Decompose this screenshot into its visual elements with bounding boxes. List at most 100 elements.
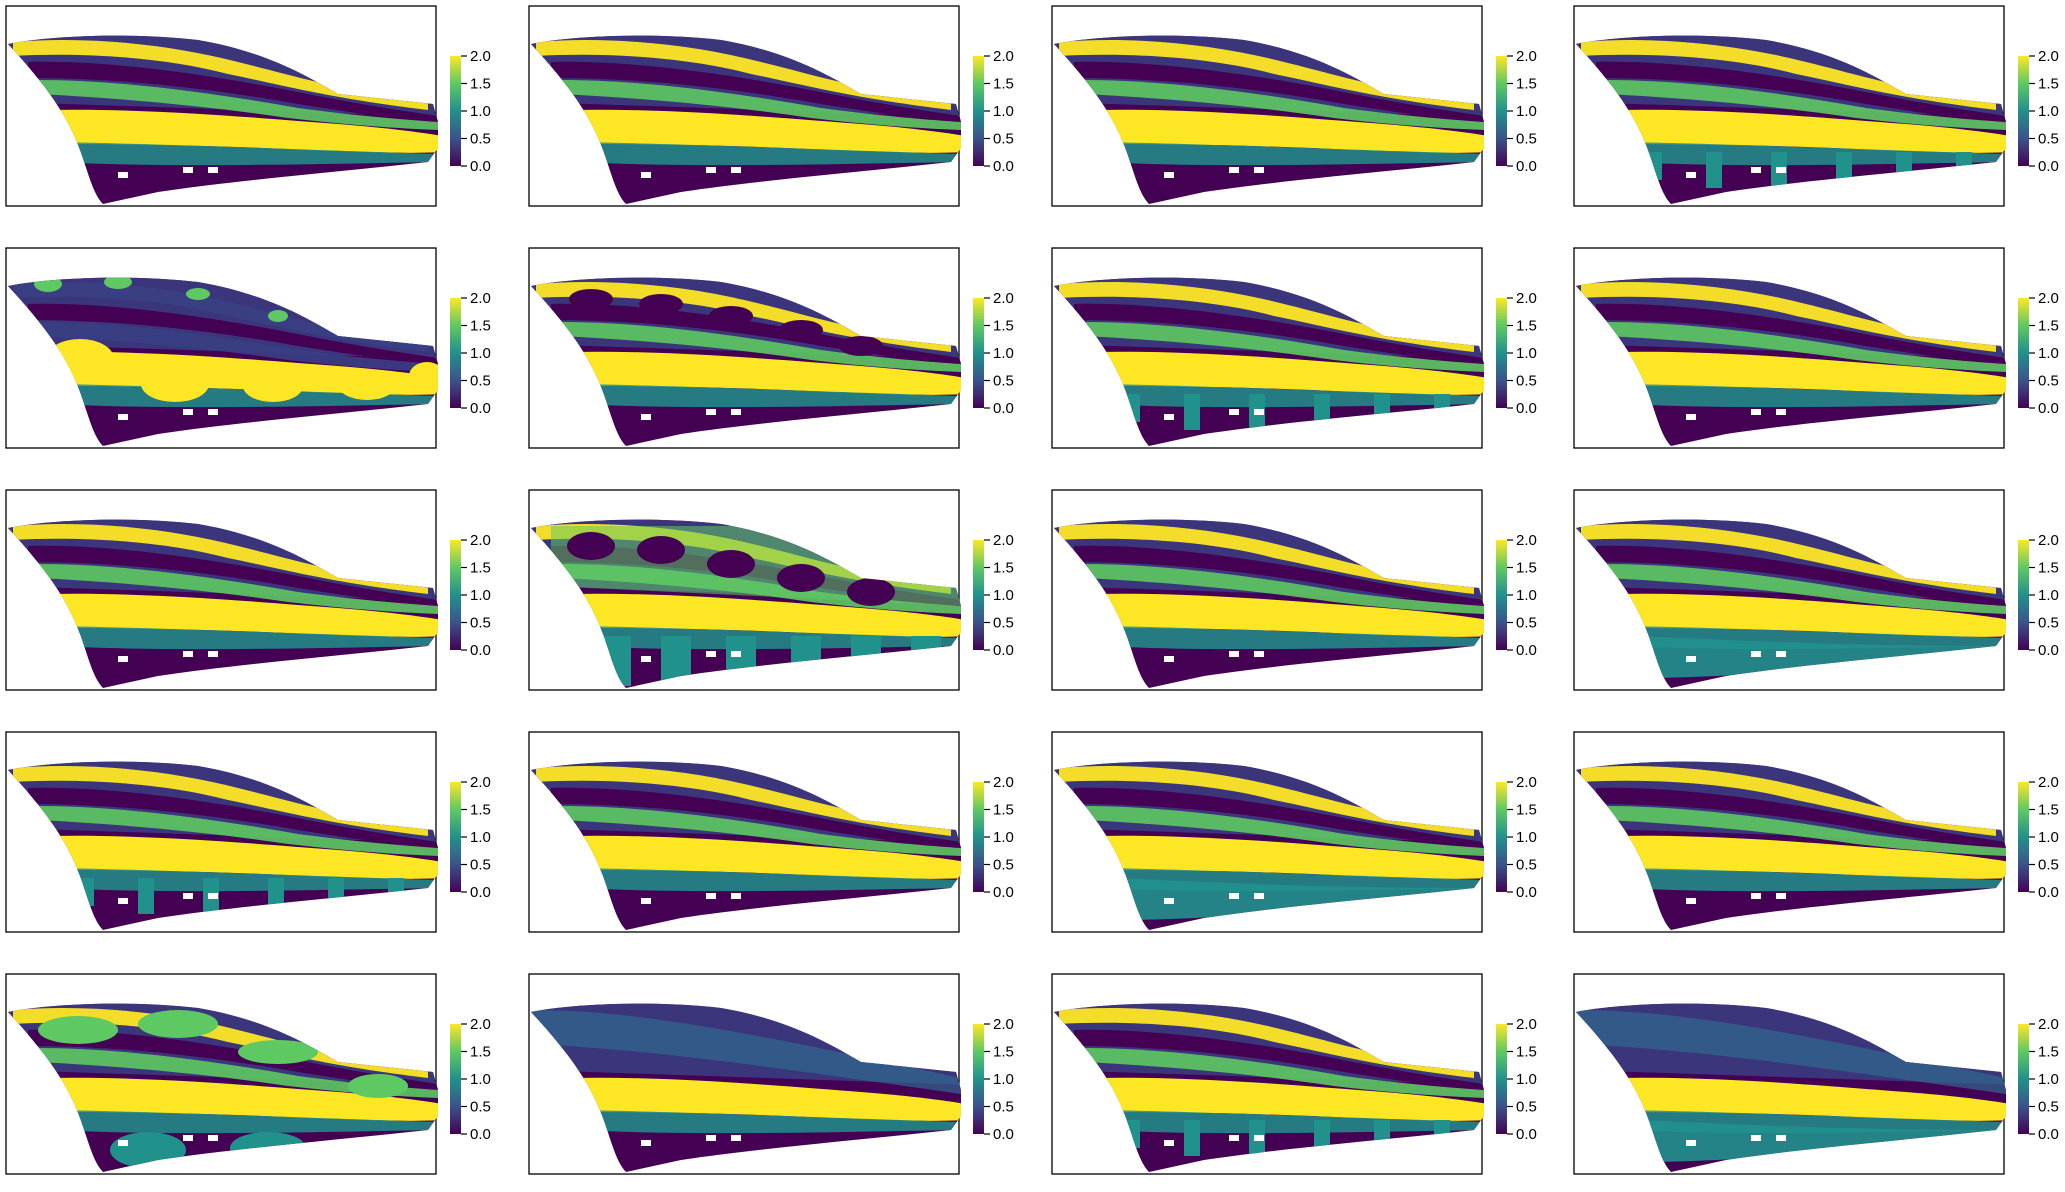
pattern-band [1581, 40, 1996, 110]
colorbar-tick-label: 1.5 [470, 1044, 491, 1061]
colorbar-tick-label: 0.5 [470, 131, 491, 148]
colorbar-gradient [1496, 540, 1507, 650]
colorbar-tick-label: 1.0 [470, 345, 491, 362]
artifact [183, 1135, 193, 1141]
artifact [208, 893, 218, 899]
spot [141, 366, 209, 402]
artifact [1686, 898, 1696, 904]
pattern-band [561, 322, 961, 372]
artifact [1776, 167, 1786, 173]
colorbar-tick-label: 1.0 [993, 1071, 1014, 1088]
pattern-band [58, 626, 438, 650]
artifact [641, 1140, 651, 1146]
heatmap-panel: 0.0 0.5 1.0 1.5 2.0 [1573, 489, 2059, 691]
pattern-band [13, 40, 428, 110]
colorbar-tick-label: 0.5 [993, 615, 1014, 632]
pattern-band [38, 322, 438, 372]
blob [38, 1016, 118, 1044]
pattern-band [13, 766, 428, 836]
colorbar-tick-label: 2.0 [2038, 1016, 2059, 1033]
colorbar-tick-label: 0.0 [470, 1126, 491, 1143]
artifact [183, 409, 193, 415]
colorbar-tick-label: 0.5 [470, 1099, 491, 1116]
colorbar-tick-label: 0.5 [470, 373, 491, 390]
pattern-band [1084, 806, 1484, 856]
colorbar-tick-label: 0.5 [2038, 373, 2059, 390]
colorbar-tick-label: 0.0 [470, 158, 491, 175]
pattern-band [1094, 109, 1484, 153]
colorbar-tick-label: 2.0 [2038, 774, 2059, 791]
colorbar-gradient [450, 298, 461, 408]
pattern-band [1074, 1029, 1484, 1090]
colorbar-tick-label: 1.0 [993, 829, 1014, 846]
pattern-band [1606, 806, 2006, 856]
heatmap-panel: 0.0 0.5 1.0 1.5 2.0 [1051, 247, 1537, 449]
pattern-band [48, 593, 438, 637]
colorbar-tick-label: 0.0 [1516, 400, 1537, 417]
heatmap-panel: 0.0 0.5 1.0 1.5 2.0 [1573, 247, 2059, 449]
pattern-band [1074, 303, 1484, 364]
pattern-band [1059, 524, 1474, 594]
pattern-band [571, 351, 961, 395]
spot [243, 370, 303, 402]
pattern-band [28, 1029, 438, 1090]
pattern-band [551, 61, 961, 122]
colorbar-tick-label: 1.5 [1516, 802, 1537, 819]
colorbar-tick-label: 1.5 [1516, 1044, 1537, 1061]
artifact [641, 172, 651, 178]
artifact [1164, 414, 1174, 420]
pattern-band [1084, 564, 1484, 614]
colorbar-tick-label: 1.5 [470, 560, 491, 577]
colorbar-tick-label: 0.0 [993, 642, 1014, 659]
colorbar-tick-label: 0.0 [2038, 642, 2059, 659]
pattern-band [536, 766, 951, 836]
colorbar-tick-label: 2.0 [470, 1016, 491, 1033]
artifact [1229, 167, 1239, 173]
colorbar-tick-label: 0.5 [470, 615, 491, 632]
vertical-bar [1836, 152, 1852, 180]
colorbar-tick-label: 0.0 [993, 400, 1014, 417]
pattern-band [28, 545, 438, 606]
colorbar-gradient [450, 540, 461, 650]
heatmap-panel: 0.0 0.5 1.0 1.5 2.0 [1573, 5, 2059, 207]
heatmap-panel: 0.0 0.5 1.0 1.5 2.0 [5, 247, 491, 449]
artifact [1751, 1135, 1761, 1141]
colorbar-tick-label: 0.0 [1516, 884, 1537, 901]
pattern-band [581, 868, 961, 892]
colorbar-tick-label: 2.0 [1516, 532, 1537, 549]
colorbar-tick-label: 1.5 [993, 318, 1014, 335]
heatmap-panel: 0.0 0.5 1.0 1.5 2.0 [1051, 5, 1537, 207]
colorbar-tick-label: 2.0 [993, 48, 1014, 65]
spot [409, 362, 438, 390]
colorbar-tick-label: 0.0 [470, 400, 491, 417]
colorbar-tick-label: 2.0 [2038, 532, 2059, 549]
artifact [1254, 409, 1264, 415]
pattern-band [1626, 384, 2006, 408]
colorbar-tick-label: 1.5 [470, 318, 491, 335]
colorbar-tick-label: 0.5 [1516, 373, 1537, 390]
colorbar-tick-label: 1.5 [993, 802, 1014, 819]
pattern-band [1074, 545, 1484, 606]
spot [339, 372, 395, 400]
artifact [118, 656, 128, 662]
colorbar-tick-label: 1.5 [993, 76, 1014, 93]
colorbar-tick-label: 2.0 [2038, 48, 2059, 65]
heatmap-panel: 0.0 0.5 1.0 1.5 2.0 [5, 973, 491, 1175]
pattern-band [38, 806, 438, 856]
colorbar-tick-label: 0.5 [993, 131, 1014, 148]
spot [104, 277, 132, 289]
spot [777, 564, 825, 592]
vertical-bar [1314, 394, 1330, 422]
colorbar-tick-label: 1.5 [993, 1044, 1014, 1061]
colorbar-tick-label: 0.0 [993, 158, 1014, 175]
colorbar-tick-label: 0.0 [2038, 884, 2059, 901]
pattern-band [1059, 282, 1474, 352]
pattern-band [38, 80, 438, 130]
pattern-band [561, 806, 961, 856]
pattern-band [28, 787, 438, 848]
colorbar-tick-label: 1.5 [2038, 560, 2059, 577]
pattern-band [1104, 142, 1484, 166]
colorbar-tick-label: 2.0 [1516, 290, 1537, 307]
pattern-band [1606, 322, 2006, 372]
